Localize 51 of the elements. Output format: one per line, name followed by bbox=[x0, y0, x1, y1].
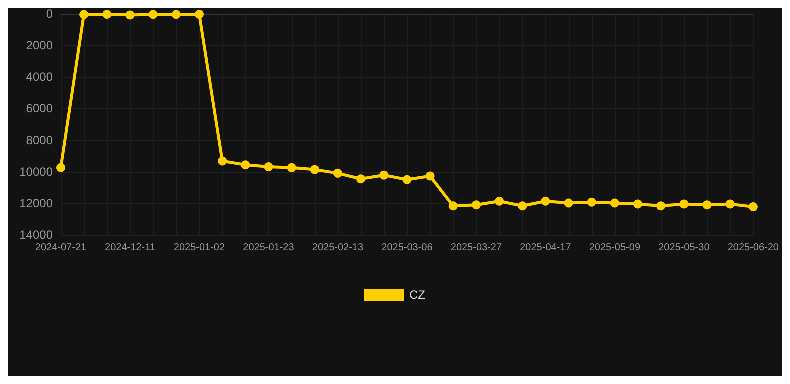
x-tick-label: 2024-07-21 bbox=[35, 242, 88, 254]
point bbox=[102, 10, 112, 19]
point bbox=[172, 10, 181, 20]
point bbox=[680, 200, 689, 209]
point bbox=[264, 162, 274, 172]
point bbox=[310, 165, 320, 174]
x-tick-label: 2025-05-09 bbox=[589, 242, 641, 254]
point bbox=[126, 10, 135, 20]
x-tick-label: 2024-12-11 bbox=[105, 242, 156, 254]
point bbox=[356, 174, 366, 184]
point bbox=[564, 198, 574, 208]
point bbox=[287, 163, 296, 172]
point bbox=[518, 202, 528, 211]
point bbox=[218, 156, 228, 166]
point bbox=[402, 175, 412, 184]
y-tick-label: 0 bbox=[46, 7, 54, 21]
y-tick-label: 6000 bbox=[26, 102, 54, 116]
point bbox=[148, 10, 158, 20]
point bbox=[610, 198, 620, 208]
point bbox=[380, 170, 389, 180]
y-tick-label: 4000 bbox=[26, 70, 54, 84]
point bbox=[541, 196, 550, 206]
point bbox=[56, 163, 66, 172]
y-tick-label: 14000 bbox=[20, 228, 54, 242]
point bbox=[656, 202, 666, 211]
y-tick-label: 8000 bbox=[26, 133, 54, 148]
x-tick-label: 2025-06-20 bbox=[728, 242, 780, 254]
point bbox=[587, 198, 596, 207]
y-tick-label: 10000 bbox=[20, 164, 54, 179]
point bbox=[241, 160, 250, 170]
point bbox=[80, 10, 89, 20]
point bbox=[702, 200, 712, 210]
x-tick-label: 2025-04-17 bbox=[520, 242, 572, 254]
point bbox=[333, 168, 342, 178]
point bbox=[472, 200, 481, 210]
point bbox=[448, 202, 458, 211]
x-tick-label: 2025-05-30 bbox=[658, 242, 710, 254]
x-tick-label: 2025-03-27 bbox=[450, 242, 502, 254]
x-tick-label: 2025-02-13 bbox=[312, 242, 364, 254]
x-tick-label: 2025-03-06 bbox=[382, 242, 434, 254]
x-tick-label: 2025-01-23 bbox=[243, 242, 295, 254]
point bbox=[426, 172, 435, 181]
point bbox=[634, 200, 643, 209]
legend-label: CZ bbox=[410, 288, 426, 302]
x-tick-label: 2025-01-02 bbox=[174, 242, 226, 254]
point bbox=[726, 200, 735, 209]
y-tick-label: 2000 bbox=[26, 38, 54, 53]
point bbox=[495, 196, 504, 206]
y-tick-label: 12000 bbox=[20, 196, 54, 210]
point bbox=[194, 10, 204, 19]
point bbox=[748, 202, 758, 212]
